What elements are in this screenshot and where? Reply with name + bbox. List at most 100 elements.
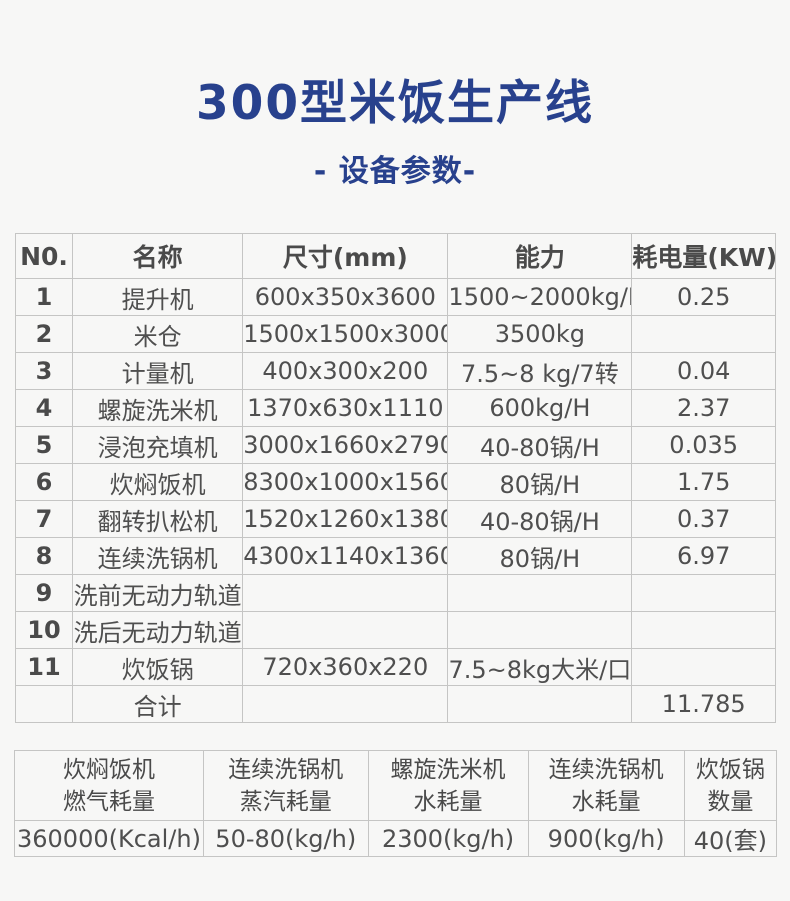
summary-header-steam: 连续洗锅机 蒸汽耗量: [202, 750, 369, 821]
summary-header-line: 连续洗锅机: [548, 756, 664, 783]
page-title: 300型米饭生产线: [195, 76, 595, 131]
table-cell: 计量机: [71, 352, 244, 390]
table-row: 8 连续洗锅机 4300x1140x1360 80锅/H 6.97: [15, 537, 776, 575]
table-cell: 洗前无动力轨道: [71, 574, 244, 612]
table-row: 3 计量机 400x300x200 7.5~8 kg/7转 0.04: [15, 352, 776, 390]
summary-header-line: 蒸汽耗量: [239, 788, 332, 815]
table-cell: 40-80锅/H: [447, 426, 633, 464]
table-cell: 5: [15, 426, 73, 464]
table-cell: [631, 574, 776, 612]
summary-header-gas: 炊焖饭机 燃气耗量: [14, 750, 204, 821]
table-cell: 10: [15, 611, 73, 649]
header-cell-capacity: 能力: [447, 233, 633, 279]
header-cell-size: 尺寸(mm): [242, 233, 449, 279]
table-cell: 0.04: [631, 352, 776, 390]
table-cell: 600kg/H: [447, 389, 633, 427]
summary-value-water-potwasher: 900(kg/h): [527, 820, 685, 857]
equipment-parameters-table: N0. 名称 尺寸(mm) 能力 耗电量(KW) 1 提升机 600x350x3…: [15, 233, 776, 723]
table-cell: 4300x1140x1360: [242, 537, 449, 575]
table-row: 11 炊饭锅 720x360x220 7.5~8kg大米/口: [15, 648, 776, 686]
table-cell: 600x350x3600: [242, 278, 449, 316]
summary-value-pot-count: 40(套): [683, 820, 778, 857]
table-cell: 400x300x200: [242, 352, 449, 390]
table-cell: 米仓: [71, 315, 244, 353]
summary-header-pot-count: 炊饭锅 数量: [683, 750, 778, 821]
page-subtitle: - 设备参数-: [313, 154, 477, 189]
table-cell: 2: [15, 315, 73, 353]
table-cell: 80锅/H: [447, 537, 633, 575]
table-row: 10 洗后无动力轨道: [15, 611, 776, 649]
table-cell: 40-80锅/H: [447, 500, 633, 538]
summary-header-line: 燃气耗量: [62, 788, 155, 815]
table-row: 6 炊焖饭机 8300x1000x1560 80锅/H 1.75: [15, 463, 776, 501]
table-cell: 1520x1260x1380: [242, 500, 449, 538]
table-cell: 6: [15, 463, 73, 501]
table-row: 4 螺旋洗米机 1370x630x1110 600kg/H 2.37: [15, 389, 776, 427]
table-row: 9 洗前无动力轨道: [15, 574, 776, 612]
table-row: 2 米仓 1500x1500x3000 3500kg: [15, 315, 776, 353]
table-cell: 8: [15, 537, 73, 575]
summary-header-line: 连续洗锅机: [228, 756, 344, 783]
table-cell: 7.5~8 kg/7转: [447, 352, 633, 390]
header-cell-power: 耗电量(KW): [631, 233, 776, 279]
table-cell: 1.75: [631, 463, 776, 501]
table-cell: [447, 611, 633, 649]
table-cell: 4: [15, 389, 73, 427]
table-cell: 3500kg: [447, 315, 633, 353]
table-row: 5 浸泡充填机 3000x1660x2790 40-80锅/H 0.035: [15, 426, 776, 464]
summary-header-water-washer: 螺旋洗米机 水耗量: [367, 750, 529, 821]
table-cell: 提升机: [71, 278, 244, 316]
summary-header-line: 数量: [707, 788, 754, 815]
table-cell: 3: [15, 352, 73, 390]
table-cell: 3000x1660x2790: [242, 426, 449, 464]
table-cell: 炊饭锅: [71, 648, 244, 686]
table-cell: 炊焖饭机: [71, 463, 244, 501]
table-cell: 8300x1000x1560: [242, 463, 449, 501]
table-cell: 7: [15, 500, 73, 538]
table-cell: 1: [15, 278, 73, 316]
table-cell: 9: [15, 574, 73, 612]
table-cell: 0.37: [631, 500, 776, 538]
table-cell: [15, 685, 73, 723]
summary-header-line: 炊焖饭机: [62, 756, 155, 783]
table-cell-total-label: 合计: [71, 685, 244, 723]
summary-header-line: 炊饭锅: [695, 756, 765, 783]
table-cell: 1500~2000kg/H: [447, 278, 633, 316]
summary-value-row: 360000(Kcal/h) 50-80(kg/h) 2300(kg/h) 90…: [14, 820, 778, 857]
table-cell: [242, 685, 449, 723]
header-cell-name: 名称: [71, 233, 244, 279]
summary-value-steam: 50-80(kg/h): [202, 820, 369, 857]
table-cell: 7.5~8kg大米/口: [447, 648, 633, 686]
consumption-summary-table: 炊焖饭机 燃气耗量 连续洗锅机 蒸汽耗量 螺旋洗米机 水耗量 连续洗锅机 水耗量…: [14, 750, 778, 857]
table-cell: [631, 611, 776, 649]
table-cell: [447, 574, 633, 612]
summary-value-gas: 360000(Kcal/h): [14, 820, 204, 857]
table-cell: 11: [15, 648, 73, 686]
table-cell: [631, 648, 776, 686]
table-cell: 螺旋洗米机: [71, 389, 244, 427]
table-header-row: N0. 名称 尺寸(mm) 能力 耗电量(KW): [15, 233, 776, 279]
table-cell: 720x360x220: [242, 648, 449, 686]
table-cell: 6.97: [631, 537, 776, 575]
table-cell: [242, 611, 449, 649]
summary-header-water-potwasher: 连续洗锅机 水耗量: [527, 750, 685, 821]
table-cell: 0.25: [631, 278, 776, 316]
table-cell-total-value: 11.785: [631, 685, 776, 723]
table-cell: [447, 685, 633, 723]
table-cell: 1370x630x1110: [242, 389, 449, 427]
summary-header-row: 炊焖饭机 燃气耗量 连续洗锅机 蒸汽耗量 螺旋洗米机 水耗量 连续洗锅机 水耗量…: [14, 750, 778, 821]
table-cell: 80锅/H: [447, 463, 633, 501]
summary-value-water-washer: 2300(kg/h): [367, 820, 529, 857]
table-cell: 2.37: [631, 389, 776, 427]
table-cell: 连续洗锅机: [71, 537, 244, 575]
table-cell: 1500x1500x3000: [242, 315, 449, 353]
table-row: 7 翻转扒松机 1520x1260x1380 40-80锅/H 0.37: [15, 500, 776, 538]
summary-header-line: 水耗量: [571, 788, 641, 815]
summary-header-line: 水耗量: [413, 788, 483, 815]
table-cell: 0.035: [631, 426, 776, 464]
table-cell: 洗后无动力轨道: [71, 611, 244, 649]
table-row: 1 提升机 600x350x3600 1500~2000kg/H 0.25: [15, 278, 776, 316]
summary-header-line: 螺旋洗米机: [390, 756, 506, 783]
header-cell-no: N0.: [15, 233, 73, 279]
